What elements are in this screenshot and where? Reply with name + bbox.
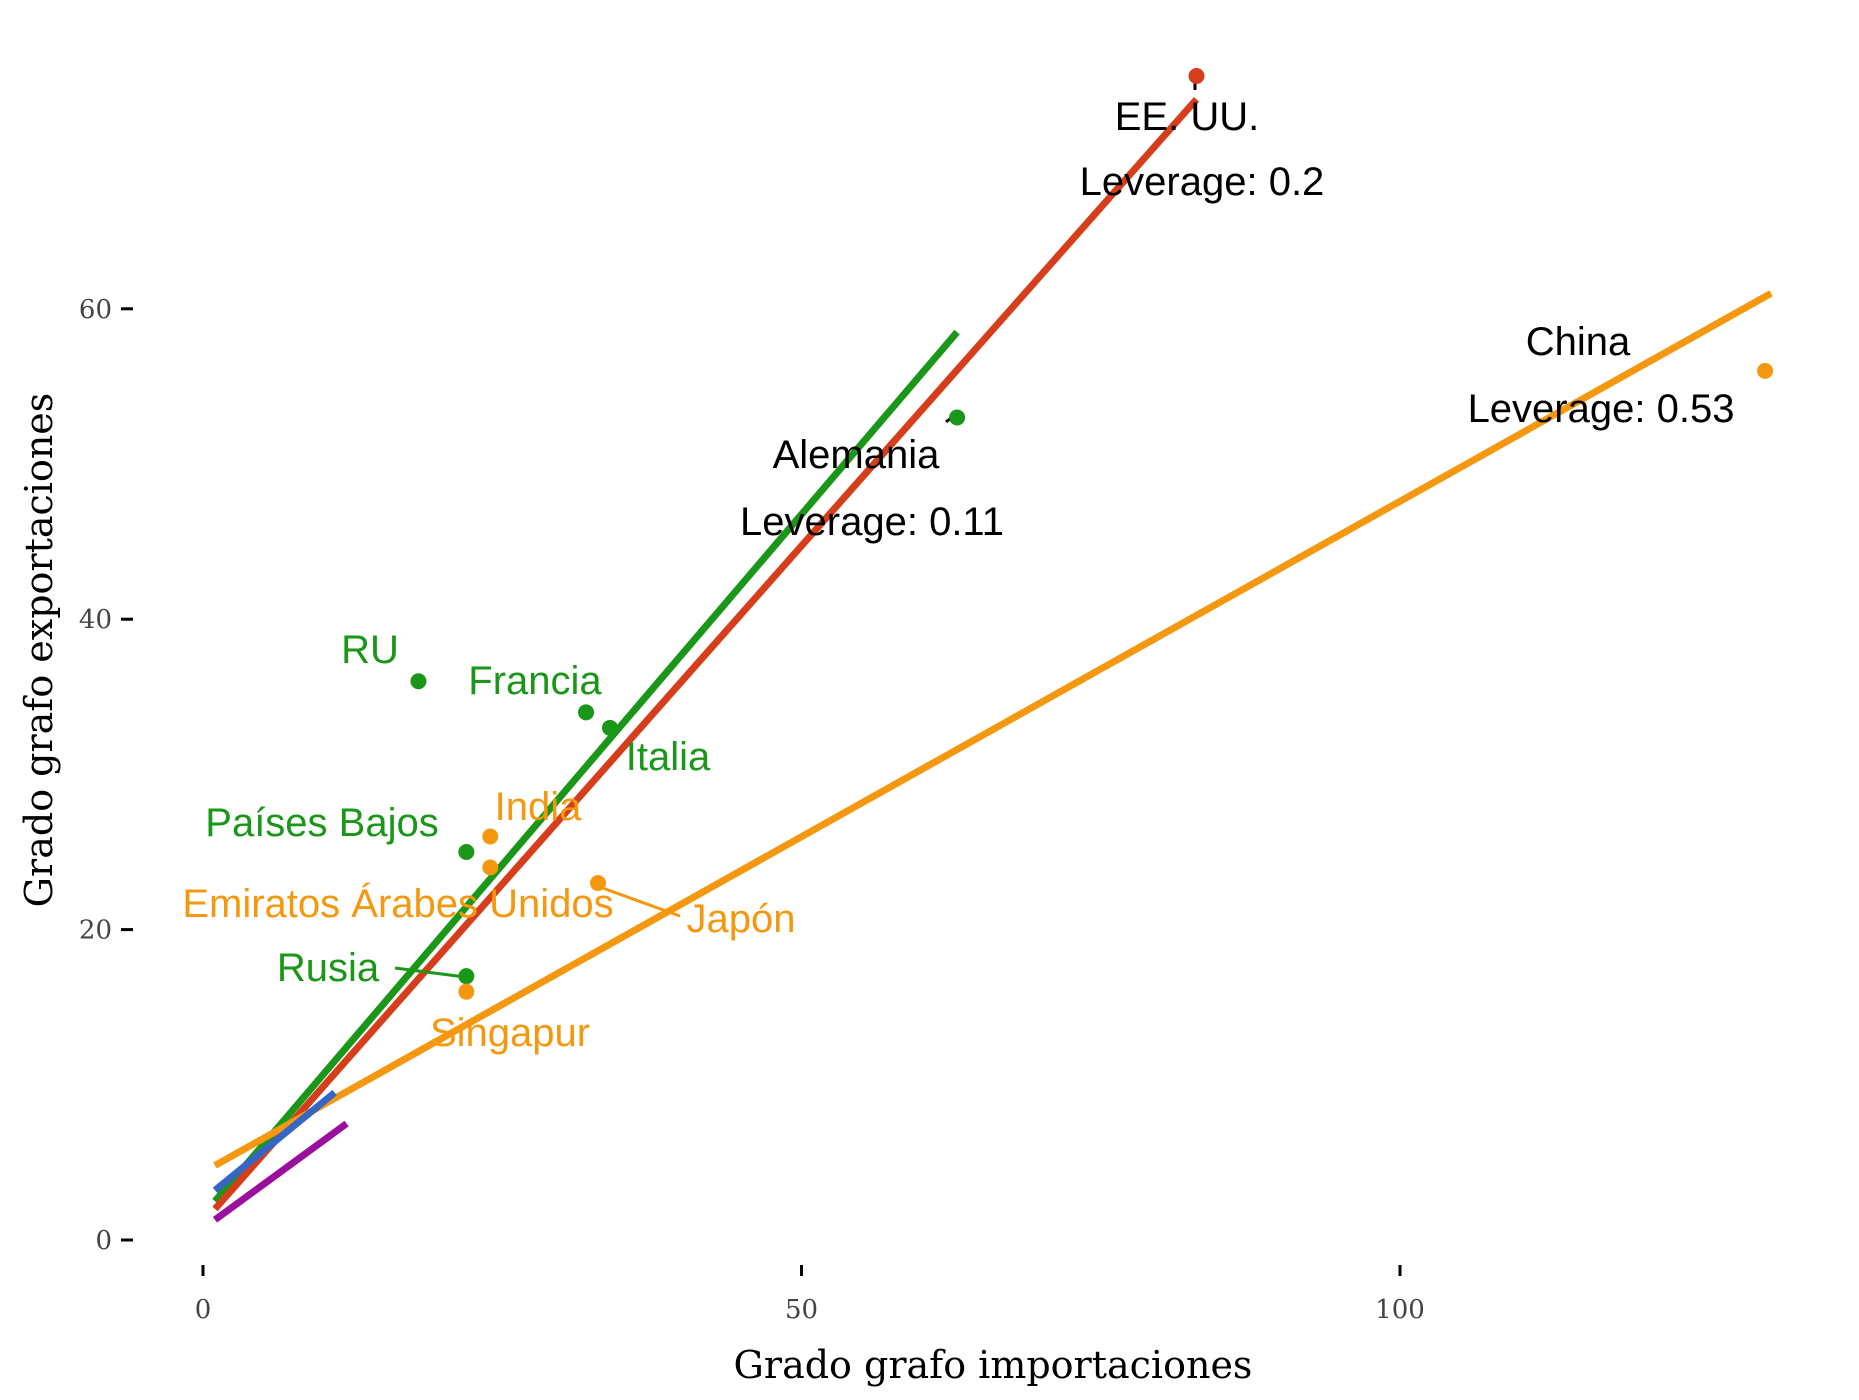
point-alemania: [949, 409, 966, 426]
y-tick-label: 0: [95, 1226, 112, 1256]
label-italia: Italia: [626, 735, 711, 779]
point-india: [482, 828, 499, 845]
label-paises-bajos: Países Bajos: [205, 801, 438, 845]
point-japon: [590, 875, 607, 892]
point-italia: [601, 719, 618, 736]
point-china: [1757, 362, 1774, 379]
point-singapur: [458, 983, 475, 1000]
leader-line-rusia: [394, 966, 466, 979]
fit-line-purple: [212, 1120, 349, 1223]
leader-line-japon: [596, 884, 681, 918]
data-points: [410, 68, 1774, 1000]
label-emiratos-arabes-unidos: Emiratos Árabes Unidos: [182, 881, 613, 926]
y-tick-label: 20: [79, 916, 112, 946]
label-japon: Japón: [687, 897, 796, 941]
y-axis: 0 20 40 60: [79, 295, 133, 1256]
label-alemania: Alemania: [773, 433, 941, 477]
label-ru: RU: [341, 628, 399, 672]
label-francia: Francia: [468, 659, 602, 703]
x-axis: 0 50 100: [195, 1265, 1425, 1325]
point-ru: [410, 673, 427, 690]
label-india: India: [495, 785, 582, 829]
point-paises-bajos: [458, 844, 475, 860]
fit-line-green: [212, 329, 960, 1204]
label-singapur: Singapur: [430, 1011, 590, 1055]
leverage-annotation-ee-uu: Leverage: 0.2: [1080, 160, 1325, 204]
label-ee-uu: EE. UU.: [1115, 95, 1259, 139]
label-rusia: Rusia: [277, 946, 380, 990]
x-tick-label: 50: [785, 1295, 818, 1325]
point-ee-uu: [1188, 68, 1205, 84]
fit-line-red: [212, 96, 1200, 1212]
leverage-annotation-china: Leverage: 0.53: [1468, 387, 1735, 431]
leverage-annotation-alemania: Leverage: 0.11: [740, 500, 1004, 544]
point-emiratos-arabes-unidos: [482, 859, 499, 876]
y-axis-title: Grado grafo exportaciones: [17, 393, 61, 908]
x-tick-label: 100: [1375, 1295, 1425, 1325]
y-tick-label: 60: [79, 295, 112, 325]
point-francia: [578, 704, 595, 721]
label-china: China: [1526, 320, 1631, 364]
x-tick-label: 0: [195, 1295, 212, 1325]
point-rusia: [458, 968, 475, 985]
point-labels: EE. UU. China Alemania RU Francia Italia India…: [182, 95, 1734, 1055]
fit-lines: [212, 96, 1773, 1223]
leader-lines: [394, 79, 1770, 979]
fit-line-blue: [212, 1089, 337, 1194]
x-axis-title: Grado grafo importaciones: [734, 1343, 1253, 1387]
fit-line-orange: [213, 290, 1773, 1169]
y-tick-label: 40: [79, 605, 112, 635]
